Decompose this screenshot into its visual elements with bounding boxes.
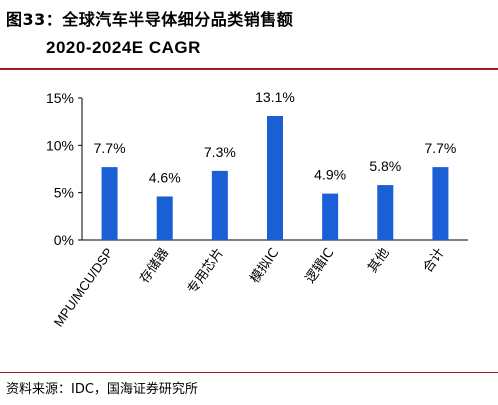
bar [432,167,449,240]
category-label: 逻辑IC [303,246,338,286]
bar [101,167,118,240]
y-tick-label: 5% [54,185,74,201]
bar [211,170,228,240]
category-label: 合计 [420,246,447,276]
y-tick-label: 0% [54,232,74,248]
bar-chart: 0% 5% 10% 15% 7.7% MPU/MCU/DSP 4.6% 存储器 7.3% 专用芯片… [46,89,468,329]
bar [377,185,394,240]
category-label: 模拟IC [248,246,283,286]
source-divider [0,372,498,373]
category-label: 存储器 [137,246,172,287]
figure-title: 图33：全球汽车半导体细分品类销售额 2020-2024E CAGR [6,6,492,62]
data-label: 4.9% [314,167,346,183]
data-label: 7.3% [204,144,236,160]
category-label: 其他 [365,246,392,276]
category-label: 专用芯片 [185,246,227,297]
data-label: 13.1% [255,89,295,105]
category-label: MPU/MCU/DSP [51,245,116,329]
y-tick-label: 10% [46,137,74,153]
bar [322,193,339,240]
title-divider [0,68,498,70]
figure-title-line2: 2020-2024E CAGR [46,38,201,57]
bar [156,196,173,240]
data-label: 7.7% [94,140,126,156]
figure-title-line1: 图33：全球汽车半导体细分品类销售额 [6,10,294,29]
data-label: 4.6% [149,169,181,185]
data-label: 7.7% [424,140,456,156]
y-tick-label: 15% [46,90,74,106]
bar [267,115,283,240]
data-label: 5.8% [369,158,401,174]
source-note: 资料来源：IDC，国海证券研究所 [6,382,198,397]
